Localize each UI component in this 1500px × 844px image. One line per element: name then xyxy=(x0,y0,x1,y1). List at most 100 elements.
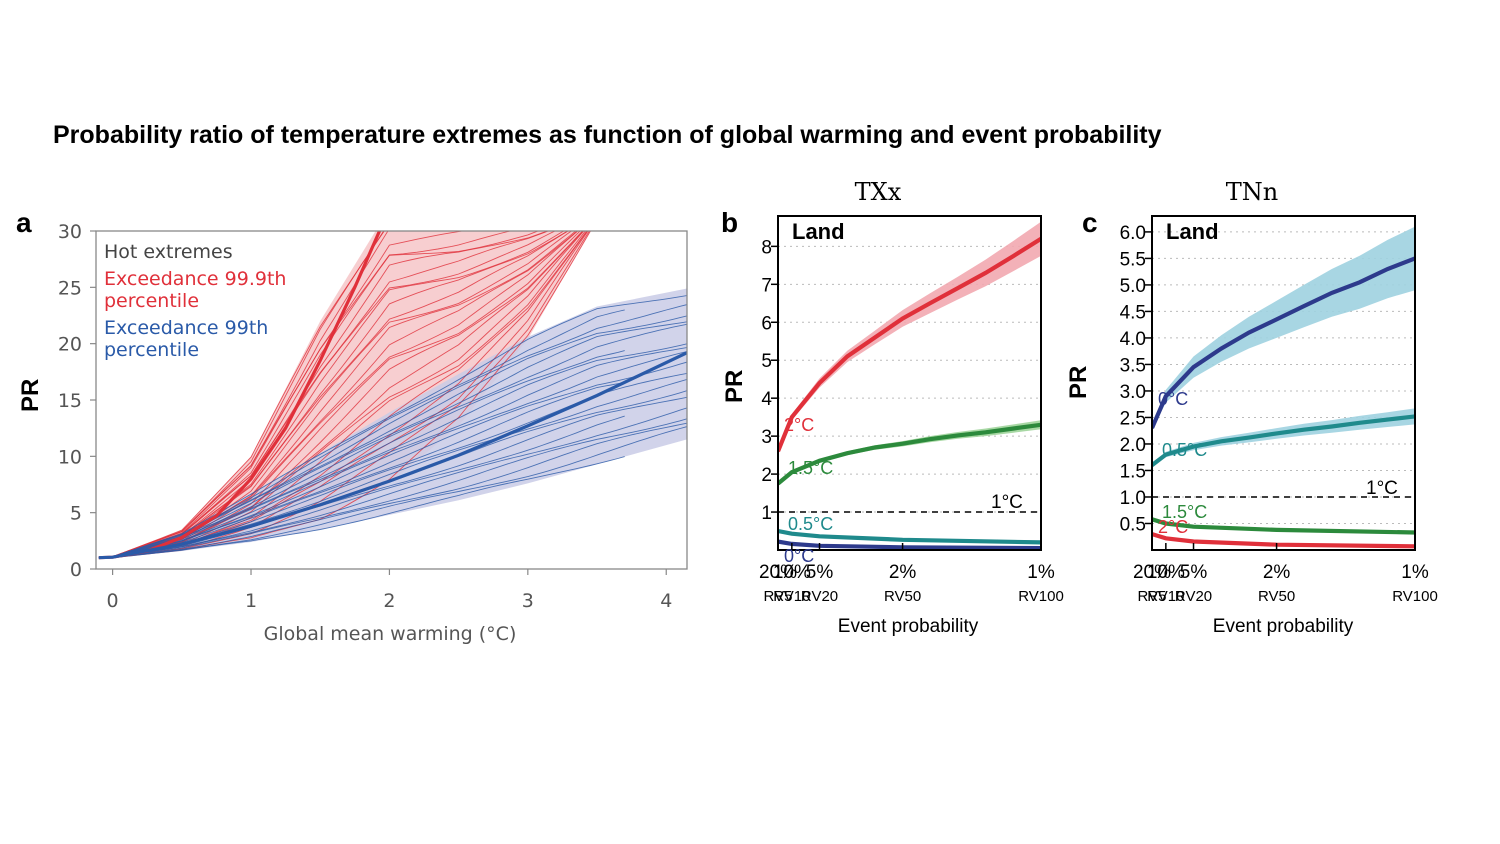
member-line-blue xyxy=(98,351,687,559)
band-b xyxy=(778,420,1041,485)
x-tick-label-b: 5% xyxy=(806,562,834,583)
reference-label-c: 1°C xyxy=(1366,478,1398,499)
axis-ticks-b: 1 2 3 4 5 6 7 8 20% RV5 10% RV10 5% RV20 2% RV50 1% RV100… xyxy=(759,237,1064,605)
y-tick-label-a: 0 xyxy=(70,559,82,581)
x-tick-rv-label-c: RV10 xyxy=(1147,588,1184,605)
y-tick-label-b: 6 xyxy=(761,313,772,334)
y-tick-label-a: 5 xyxy=(70,503,82,525)
y-tick-label-b: 1 xyxy=(761,503,772,524)
y-tick-label-b: 4 xyxy=(761,389,772,410)
axis-ticks-a: 0 5 10 15 20 25 30 0 1 2 3 4 xyxy=(58,221,672,612)
y-tick-label-c: 1.0 xyxy=(1120,488,1146,509)
y-tick-label-c: 3.0 xyxy=(1120,382,1146,403)
legend-title: Hot extremes xyxy=(104,241,233,263)
y-tick-label-a: 15 xyxy=(58,390,82,412)
series-line-c xyxy=(1152,256,1415,429)
x-tick-rv-label-b: RV10 xyxy=(773,588,810,605)
y-tick-label-c: 3.5 xyxy=(1120,355,1146,376)
band-b xyxy=(778,221,1041,454)
panel-c: c TNn 0.5 1.0 1.5 2.0 2.5 3.0 3.5 4.0 4.5 5.0 5.5 6… xyxy=(1065,178,1438,637)
y-tick-label-b: 7 xyxy=(761,275,772,296)
x-axis-label-c: Event probability xyxy=(1213,616,1354,637)
panel-b: b TXx 1234567820%RV510%RV105%RV202%RV501… xyxy=(721,178,1064,637)
y-tick-label-a: 10 xyxy=(58,446,82,468)
y-axis-label-b: PR xyxy=(721,370,748,403)
member-line-red xyxy=(98,231,385,559)
figure-title: Probability ratio of temperature extreme… xyxy=(53,121,1162,149)
y-tick-label-b: 2 xyxy=(761,465,772,486)
panel-letter-b: b xyxy=(721,207,738,238)
panel-letter-a: a xyxy=(16,207,32,238)
y-tick-label-b: 5 xyxy=(761,351,772,372)
series-label-b: 0°C xyxy=(784,546,814,566)
x-axis-label-a: Global mean warming (°C) xyxy=(264,623,517,645)
series-line-b xyxy=(778,422,1041,486)
y-tick-label-c: 2.0 xyxy=(1120,435,1146,456)
series-label-b: 2°C xyxy=(784,415,814,435)
series-label-c: 0°C xyxy=(1158,389,1188,409)
panel-title-c: TNn xyxy=(1226,178,1278,206)
y-tick-label-c: 4.5 xyxy=(1120,302,1146,323)
legend-entry-blue-line1: Exceedance 99th xyxy=(104,317,268,339)
legend-entry-red-line2: percentile xyxy=(104,290,199,312)
x-tick-label-b: 10% xyxy=(773,562,811,583)
x-tick-rv-label-c: RV100 xyxy=(1392,588,1438,605)
series-line-b xyxy=(778,237,1041,453)
member-line-blue xyxy=(98,295,687,559)
series-line-c xyxy=(1152,532,1415,549)
member-line-blue xyxy=(98,415,625,559)
series-line-c xyxy=(1152,517,1415,535)
x-tick-label-c: 1% xyxy=(1401,562,1429,583)
y-tick-label-b: 8 xyxy=(761,237,772,258)
x-tick-rv-label-c: RV20 xyxy=(1175,588,1212,605)
x-tick-rv-label-b: RV50 xyxy=(884,588,921,605)
x-tick-label-b: 1% xyxy=(1027,562,1055,583)
x-tick-label-c: 2% xyxy=(1263,562,1291,583)
x-tick-rv-label-b: RV5 xyxy=(764,588,793,605)
x-tick-label-b: 2% xyxy=(889,562,917,583)
legend-entry-red-line1: Exceedance 99.9th xyxy=(104,268,286,290)
series-label-b: 1.5°C xyxy=(788,458,833,478)
panel-a: a 0 5 10 15 20 25 30 0 1 2 3 4 PR Global mean warmi… xyxy=(16,207,688,645)
member-line-blue xyxy=(98,396,687,559)
x-tick-label-c: 5% xyxy=(1180,562,1208,583)
x-tick-label-c: 20% xyxy=(1133,562,1171,583)
series-label-c: 2°C xyxy=(1158,517,1188,537)
y-tick-label-c: 4.0 xyxy=(1120,329,1146,350)
member-line-red xyxy=(98,231,581,559)
x-tick-label-a: 1 xyxy=(245,590,257,612)
member-line-blue xyxy=(98,426,687,559)
x-tick-rv-label-c: RV5 xyxy=(1138,588,1167,605)
member-line-blue xyxy=(98,422,687,559)
y-tick-label-b: 3 xyxy=(761,427,772,448)
member-line-blue xyxy=(98,382,625,559)
series-line-b xyxy=(778,528,1041,545)
x-tick-label-a: 0 xyxy=(107,590,119,612)
y-tick-label-c: 5.0 xyxy=(1120,276,1146,297)
member-line-blue xyxy=(98,323,687,559)
x-tick-label-b: 20% xyxy=(759,562,797,583)
y-axis-label-c: PR xyxy=(1065,366,1092,399)
member-line-red xyxy=(98,231,512,559)
series-line-c xyxy=(1152,414,1415,467)
band-blue xyxy=(98,288,687,558)
y-tick-label-c: 5.5 xyxy=(1120,249,1146,270)
series-line-blue xyxy=(98,351,687,560)
plot-frame-c xyxy=(1151,215,1416,551)
x-tick-rv-label-c: RV50 xyxy=(1258,588,1295,605)
series-label-c: 0.5°C xyxy=(1162,440,1207,460)
x-tick-rv-label-b: RV20 xyxy=(801,588,838,605)
y-tick-label-a: 20 xyxy=(58,334,82,356)
axis-ticks-c: 0.51.01.52.02.53.03.54.04.55.05.56.020%R… xyxy=(1120,223,1438,605)
reference-label-b: 1°C xyxy=(991,492,1023,513)
x-axis-label-b: Event probability xyxy=(838,616,979,637)
panel-letter-c: c xyxy=(1082,207,1098,238)
band-layer xyxy=(98,231,687,558)
plot-frame-b xyxy=(777,215,1042,551)
series-layer xyxy=(98,231,687,560)
member-line-blue xyxy=(98,347,687,559)
x-tick-label-c: 10% xyxy=(1147,562,1185,583)
member-line-blue xyxy=(98,343,687,559)
member-line-blue xyxy=(98,418,687,559)
